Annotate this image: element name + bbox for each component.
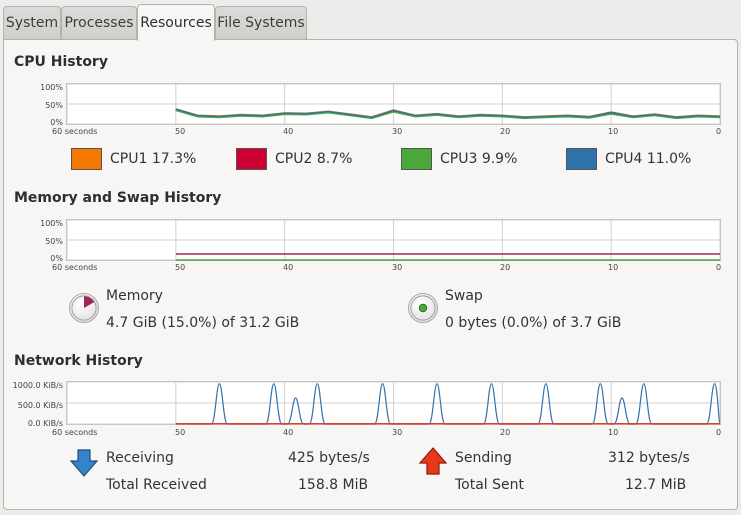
tab-bar: System Processes Resources File Systems	[0, 0, 741, 41]
net-ytick-0: 0.0 KiB/s	[27, 419, 63, 428]
cpu-xtick-60: 60 seconds	[52, 127, 98, 136]
legend-cpu3: CPU3 9.9%	[401, 148, 517, 170]
net-ytick-1000: 1000.0 KiB/s	[12, 381, 63, 390]
mem-xtick-50: 50	[175, 263, 186, 272]
swap-label: Swap	[445, 288, 483, 304]
mem-xtick-30: 30	[392, 263, 403, 272]
network-series-receiving	[175, 383, 721, 425]
cpu-ytick-100: 100%	[40, 83, 63, 92]
memory-plot-area	[66, 219, 721, 261]
net-ytick-500: 500.0 KiB/s	[17, 401, 63, 410]
cpu-ytick-50: 50%	[45, 101, 63, 110]
mem-ytick-0: 0%	[50, 254, 63, 263]
mem-xtick-0: 0	[716, 263, 722, 272]
cpu-series-cpu4	[175, 108, 721, 118]
total-received-value: 158.8 MiB	[298, 477, 369, 493]
receiving-label: Receiving	[106, 450, 174, 466]
cpu-ytick-0: 0%	[50, 118, 63, 127]
net-xtick-30: 30	[392, 428, 403, 437]
net-xtick-10: 10	[608, 428, 619, 437]
sending-arrow-up-icon[interactable]	[418, 447, 448, 475]
cpu-xtick-50: 50	[175, 127, 186, 136]
legend-cpu4: CPU4 11.0%	[566, 148, 691, 170]
memory-history-title: Memory and Swap History	[14, 190, 222, 206]
net-xtick-40: 40	[283, 428, 294, 437]
mem-xtick-10: 10	[608, 263, 619, 272]
cpu-series-cpu3	[175, 109, 721, 120]
sending-value: 312 bytes/s	[608, 450, 690, 466]
cpu-xtick-30: 30	[392, 127, 403, 136]
swap-pie-icon[interactable]	[408, 293, 438, 323]
cpu3-label: CPU3	[440, 151, 478, 167]
cpu1-color-swatch[interactable]	[71, 148, 102, 170]
cpu-xtick-40: 40	[283, 127, 294, 136]
tab-file-systems[interactable]: File Systems	[215, 6, 307, 39]
total-received-label: Total Received	[106, 477, 207, 493]
mem-xtick-60: 60 seconds	[52, 263, 98, 272]
cpu1-value: 17.3%	[151, 151, 197, 167]
cpu4-label: CPU4	[605, 151, 643, 167]
cpu4-color-swatch[interactable]	[566, 148, 597, 170]
net-xtick-60: 60 seconds	[52, 428, 98, 437]
receiving-arrow-down-icon[interactable]	[69, 449, 99, 477]
cpu3-value: 9.9%	[481, 151, 518, 167]
mem-xtick-40: 40	[283, 263, 294, 272]
cpu1-label: CPU1	[110, 151, 148, 167]
mem-ytick-100: 100%	[40, 219, 63, 228]
cpu-xtick-0: 0	[716, 127, 722, 136]
cpu4-value: 11.0%	[646, 151, 692, 167]
sending-label: Sending	[455, 450, 512, 466]
net-xtick-50: 50	[175, 428, 186, 437]
mem-xtick-20: 20	[500, 263, 511, 272]
tab-system[interactable]: System	[3, 6, 61, 39]
net-xtick-20: 20	[500, 428, 511, 437]
legend-cpu2: CPU2 8.7%	[236, 148, 352, 170]
tab-resources[interactable]: Resources	[137, 4, 215, 41]
cpu-history-title: CPU History	[14, 54, 108, 70]
cpu-xtick-20: 20	[500, 127, 511, 136]
network-plot-area	[66, 381, 721, 425]
receiving-value: 425 bytes/s	[288, 450, 370, 466]
memory-label: Memory	[106, 288, 163, 304]
cpu2-label: CPU2	[275, 151, 313, 167]
mem-ytick-50: 50%	[45, 237, 63, 246]
net-xtick-0: 0	[716, 428, 722, 437]
cpu3-color-swatch[interactable]	[401, 148, 432, 170]
memory-pie-icon[interactable]	[69, 293, 99, 323]
memory-value: 4.7 GiB (15.0%) of 31.2 GiB	[106, 315, 300, 331]
cpu2-color-swatch[interactable]	[236, 148, 267, 170]
cpu-plot-area	[66, 83, 721, 125]
cpu2-value: 8.7%	[316, 151, 353, 167]
total-sent-label: Total Sent	[455, 477, 525, 493]
swap-value: 0 bytes (0.0%) of 3.7 GiB	[445, 315, 622, 331]
network-history-title: Network History	[14, 353, 143, 369]
total-sent-value: 12.7 MiB	[625, 477, 687, 493]
tab-processes[interactable]: Processes	[61, 6, 137, 39]
legend-cpu1: CPU1 17.3%	[71, 148, 196, 170]
cpu-xtick-10: 10	[608, 127, 619, 136]
